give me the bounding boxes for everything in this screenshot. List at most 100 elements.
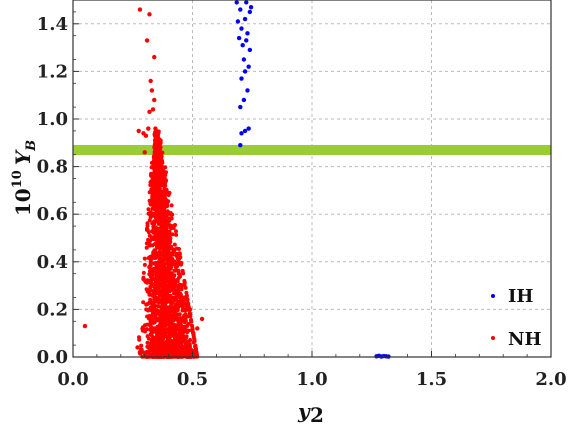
nh-point: [171, 339, 176, 343]
nh-point: [164, 309, 169, 314]
y-tick-label: 0.0: [37, 347, 68, 368]
nh-point: [174, 283, 179, 288]
nh-point: [174, 229, 178, 234]
nh-point: [163, 223, 168, 228]
x-tick-label: 1.0: [296, 369, 327, 390]
nh-point: [160, 213, 165, 218]
nh-point: [159, 335, 164, 340]
nh-point: [156, 199, 161, 204]
ih-point: [247, 9, 253, 15]
nh-point: [154, 279, 159, 284]
nh-point: [153, 166, 158, 171]
nh-point: [170, 260, 175, 265]
tick-labels: 0.0 0.5 1.0 1.5 2.0 0.0 0.2 0.4 0.6 0.8 1.0 1.2 1.4: [37, 14, 567, 390]
nh-point: [141, 300, 146, 305]
nh-point: [155, 183, 160, 188]
nh-point: [153, 241, 158, 246]
ih-point: [242, 16, 248, 22]
nh-point: [154, 154, 159, 160]
nh-point: [162, 195, 167, 200]
nh-point: [161, 331, 166, 336]
nh-point: [147, 190, 152, 195]
nh-point: [146, 350, 151, 355]
nh-point: [157, 348, 162, 353]
x-axis-label-subscript: 2: [310, 403, 324, 427]
nh-point: [148, 183, 153, 187]
nh-point: [155, 212, 160, 217]
nh-point: [151, 335, 156, 340]
nh-point: [150, 107, 156, 112]
nh-point: [153, 299, 158, 304]
nh-point: [144, 245, 149, 250]
ih-point: [244, 38, 249, 43]
nh-point: [144, 38, 150, 43]
nh-point: [172, 343, 177, 348]
nh-point: [177, 247, 181, 251]
y-tick-label: 0.4: [37, 252, 68, 273]
nh-point: [162, 323, 167, 328]
nh-point: [155, 268, 160, 273]
nh-point: [147, 233, 152, 238]
nh-point: [183, 313, 188, 318]
nh-point: [146, 345, 151, 350]
nh-point: [156, 282, 161, 287]
nh-point: [168, 279, 173, 284]
y-tick-label: 0.6: [37, 204, 68, 225]
nh-point: [167, 271, 172, 276]
nh-point: [160, 260, 165, 265]
nh-point: [162, 296, 167, 301]
nh-point: [178, 255, 183, 260]
nh-point: [168, 236, 173, 241]
nh-point: [159, 310, 164, 315]
x-tick-label: 0.5: [177, 369, 208, 390]
legend: IH NH: [491, 286, 541, 350]
nh-point: [167, 255, 172, 260]
nh-point: [173, 303, 178, 308]
nh-point: [149, 329, 154, 334]
nh-point: [152, 150, 157, 154]
nh-point: [139, 343, 144, 348]
ih-point: [246, 126, 251, 131]
nh-point: [144, 327, 149, 332]
ih-point: [247, 47, 253, 53]
nh-point: [153, 233, 158, 238]
ih-point: [236, 35, 242, 41]
nh-point: [160, 314, 165, 319]
nh-point: [162, 303, 167, 308]
nh-point: [145, 314, 150, 319]
nh-point: [143, 279, 148, 284]
nh-point: [164, 187, 169, 192]
nh-point: [159, 205, 164, 210]
y-axis-label-exponent: 10: [10, 170, 25, 188]
nh-point: [148, 242, 153, 247]
ih-point: [235, 19, 241, 24]
nh-point: [181, 337, 186, 342]
nh-point: [142, 256, 147, 261]
nh-point: [178, 303, 183, 308]
nh-point: [170, 323, 175, 328]
nh-point: [149, 341, 154, 346]
nh-point: [145, 322, 150, 327]
nh-point: [170, 232, 175, 237]
nh-point: [166, 288, 171, 293]
nh-point: [164, 191, 168, 196]
nh-point: [159, 170, 163, 175]
nh-point: [142, 262, 147, 267]
nh-point: [157, 345, 162, 350]
nh-point: [176, 319, 181, 324]
nh-point: [160, 299, 165, 304]
nh-point: [166, 239, 170, 244]
nh-point: [152, 276, 157, 281]
ih-point: [234, 0, 239, 5]
nh-point: [163, 199, 168, 204]
nh-point: [160, 285, 165, 290]
ih-point: [239, 76, 244, 81]
nh-point: [187, 307, 193, 312]
nh-point: [153, 126, 158, 131]
nh-point: [153, 295, 158, 300]
nh-point: [179, 284, 184, 289]
nh-point: [146, 126, 151, 131]
nh-point: [151, 250, 156, 255]
nh-point: [162, 327, 167, 332]
nh-point: [152, 97, 157, 103]
